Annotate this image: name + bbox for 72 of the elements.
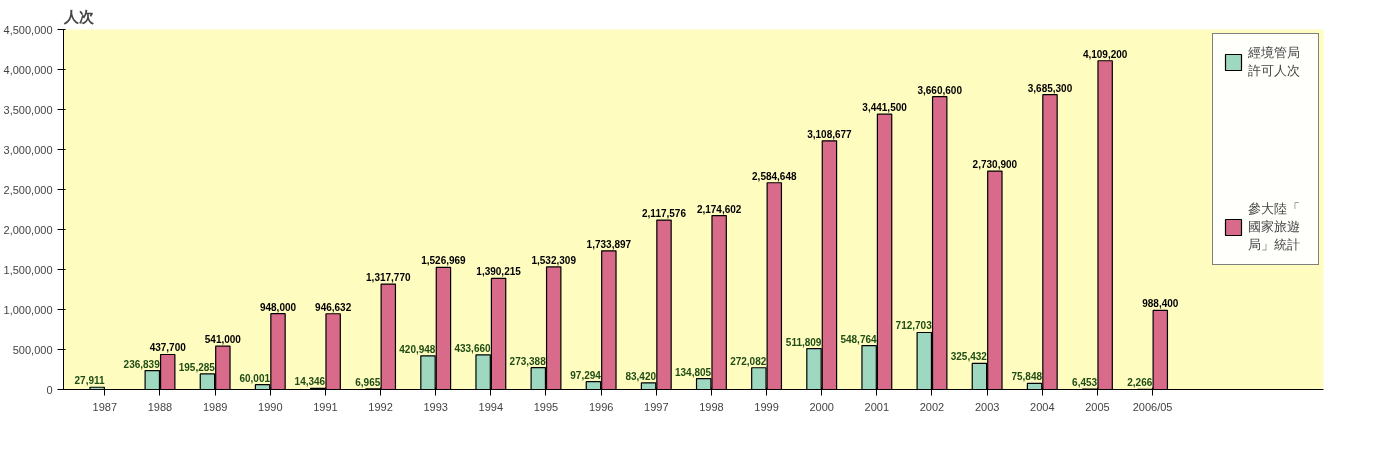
data-label: 325,432 — [950, 351, 988, 363]
data-label: 83,420 — [625, 370, 657, 382]
data-label: 236,839 — [123, 358, 161, 370]
x-tick-label: 1994 — [478, 400, 504, 413]
x-tick-label: 2002 — [919, 400, 945, 413]
data-label: 548,764 — [840, 333, 878, 345]
data-label: 3,108,677 — [807, 128, 853, 140]
data-label: 3,441,500 — [862, 102, 908, 114]
y-tick-label: 1,000,000 — [3, 303, 53, 316]
x-tick-label: 1991 — [313, 400, 338, 413]
data-label: 6,965 — [355, 376, 381, 388]
x-tick-label: 2005 — [1085, 400, 1110, 413]
y-tick-label: 2,000,000 — [3, 223, 53, 236]
data-label: 1,526,969 — [421, 255, 467, 267]
data-label: 134,805 — [675, 366, 712, 378]
x-tick-label: 1992 — [368, 400, 393, 413]
y-tick-label: 3,500,000 — [3, 103, 53, 116]
y-tick-label: 4,000,000 — [3, 63, 53, 76]
data-label: 433,660 — [454, 342, 492, 354]
x-tick-label: 2001 — [864, 400, 890, 413]
y-tick-label: 0 — [46, 383, 53, 396]
data-label: 541,000 — [204, 334, 242, 346]
data-label: 4,109,200 — [1082, 48, 1128, 60]
y-tick-label: 3,000,000 — [3, 143, 53, 156]
data-label: 2,266 — [1127, 377, 1153, 389]
legend-label: 經境管局許可人次 — [1248, 44, 1301, 80]
data-label: 948,000 — [259, 301, 297, 313]
data-label: 14,346 — [294, 376, 326, 388]
data-label: 511,809 — [785, 336, 822, 348]
data-label: 6,453 — [1072, 376, 1098, 388]
x-tick-label: 1988 — [147, 400, 173, 413]
x-tick-label: 2003 — [974, 400, 1000, 413]
y-tick-label: 500,000 — [12, 343, 53, 356]
data-label: 712,703 — [895, 320, 933, 332]
x-tick-label: 1999 — [754, 400, 779, 413]
data-label: 420,948 — [399, 343, 436, 355]
data-label: 3,685,300 — [1027, 82, 1073, 94]
data-label: 1,532,309 — [531, 254, 577, 266]
data-label: 2,584,648 — [752, 170, 797, 182]
x-tick-label: 2004 — [1030, 400, 1055, 413]
data-label: 946,632 — [315, 301, 352, 313]
data-label: 988,400 — [1142, 298, 1179, 310]
data-label: 2,117,576 — [642, 208, 687, 220]
y-tick-label: 4,500,000 — [3, 23, 53, 36]
data-label: 272,082 — [730, 355, 767, 367]
data-label: 437,700 — [149, 342, 187, 354]
data-label: 3,660,600 — [917, 84, 963, 96]
y-tick-label: 2,500,000 — [3, 183, 53, 196]
x-tick-label: 1989 — [202, 400, 228, 413]
x-tick-label: 1993 — [423, 400, 448, 413]
data-label: 273,388 — [509, 355, 547, 367]
x-tick-label: 1996 — [588, 400, 614, 413]
data-label: 1,390,215 — [476, 266, 522, 278]
y-tick-label: 1,500,000 — [3, 263, 53, 276]
data-label: 195,285 — [178, 361, 216, 373]
data-label: 1,733,897 — [586, 238, 632, 250]
x-tick-label: 2000 — [809, 400, 834, 413]
x-tick-label: 1997 — [644, 400, 669, 413]
data-label: 97,294 — [570, 369, 602, 381]
data-label: 75,848 — [1011, 371, 1043, 383]
y-axis-title: 人次 — [62, 7, 95, 25]
data-label: 60,001 — [239, 372, 271, 384]
x-tick-label: 1990 — [258, 400, 283, 413]
legend-label: 參大陸「國家旅遊局」統計 — [1248, 200, 1301, 254]
x-tick-label: 1987 — [92, 400, 118, 413]
data-label: 2,174,602 — [696, 203, 742, 215]
x-tick-label: 2006/05 — [1132, 400, 1173, 413]
x-tick-label: 1995 — [533, 400, 559, 413]
x-tick-label: 1998 — [699, 400, 724, 413]
data-label: 2,730,900 — [972, 159, 1018, 171]
data-label: 1,317,770 — [366, 272, 411, 284]
data-label: 27,911 — [74, 375, 106, 387]
